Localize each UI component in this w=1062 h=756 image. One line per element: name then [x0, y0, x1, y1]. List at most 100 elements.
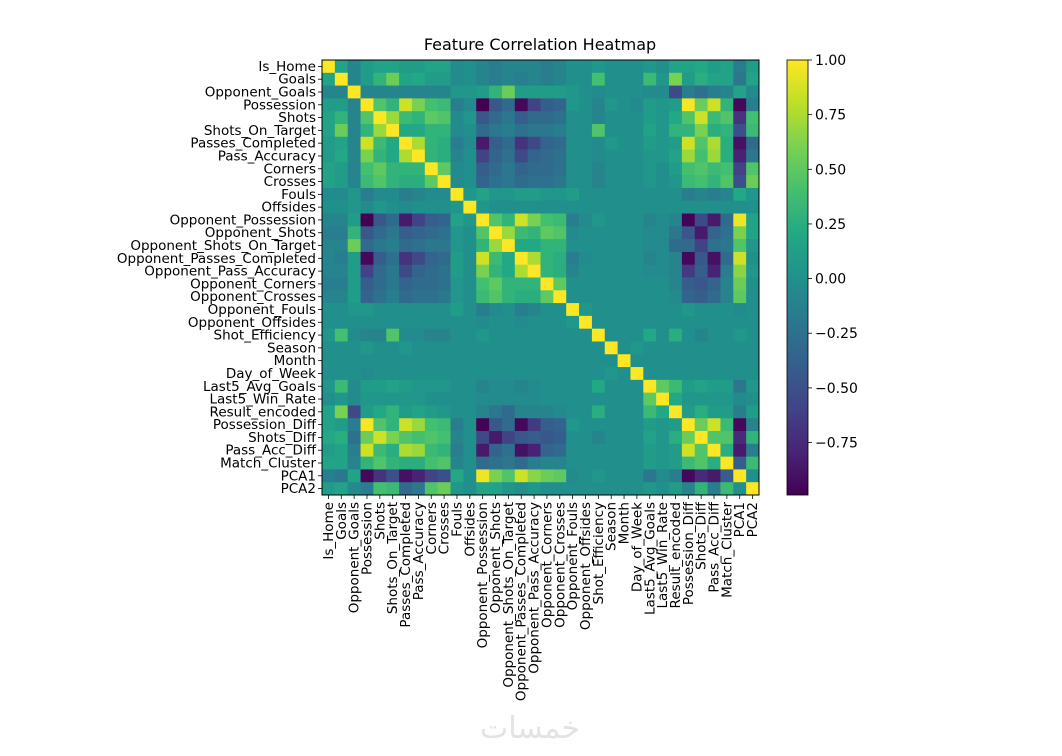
y-tick-label: Opponent_Passes_Completed — [117, 251, 316, 267]
heatmap-cell — [617, 98, 631, 112]
heatmap-cell — [694, 277, 708, 291]
heatmap-cell — [553, 354, 567, 368]
heatmap-cell — [463, 213, 477, 227]
heatmap-cell — [566, 482, 580, 496]
heatmap-cell — [399, 149, 413, 163]
heatmap-cell — [579, 315, 593, 330]
heatmap-cell — [656, 456, 670, 470]
heatmap-cell — [347, 431, 361, 445]
heatmap-cell — [579, 213, 593, 227]
heatmap-cell — [656, 328, 670, 342]
heatmap-cell — [553, 149, 567, 163]
heatmap-cell — [411, 354, 426, 368]
heatmap-cell — [334, 367, 349, 381]
heatmap-cell — [540, 341, 554, 355]
heatmap-cell — [540, 354, 554, 368]
heatmap-cell — [476, 431, 490, 445]
heatmap-cell — [694, 123, 708, 138]
x-tick-label: Possession_Diff — [681, 501, 697, 605]
heatmap-cell — [630, 354, 644, 368]
heatmap-cell — [347, 226, 361, 240]
heatmap-cell — [489, 187, 503, 202]
heatmap-cell — [411, 469, 426, 483]
heatmap-cell — [707, 456, 721, 470]
heatmap-cell — [553, 60, 567, 74]
heatmap-cell — [463, 392, 477, 406]
heatmap-cell — [591, 443, 606, 458]
heatmap-cell — [334, 123, 349, 138]
colorbar-tick-label: 0.50 — [815, 162, 846, 178]
heatmap-cell — [733, 290, 747, 304]
heatmap-cell — [720, 290, 734, 304]
heatmap-cell — [489, 162, 503, 176]
heatmap-cell — [373, 226, 387, 240]
heatmap-cell — [501, 431, 516, 445]
heatmap-cell — [463, 341, 477, 355]
heatmap-cell — [746, 162, 760, 176]
heatmap-cell — [707, 60, 721, 74]
heatmap-cell — [669, 290, 683, 304]
heatmap-cell — [476, 239, 490, 253]
heatmap-cell — [643, 251, 657, 266]
heatmap-cell — [437, 264, 451, 278]
heatmap-cell — [360, 379, 374, 394]
heatmap-cell — [669, 443, 683, 458]
heatmap-cell — [579, 162, 593, 176]
heatmap-cell — [720, 149, 734, 163]
heatmap-cell — [553, 239, 567, 253]
heatmap-cell — [540, 431, 554, 445]
heatmap-cell — [720, 405, 734, 419]
heatmap-cell — [386, 239, 400, 253]
heatmap-cell — [669, 136, 683, 150]
heatmap-cell — [527, 277, 541, 291]
heatmap-cell — [411, 392, 426, 406]
heatmap-cell — [450, 98, 464, 112]
heatmap-cell — [514, 379, 529, 394]
heatmap-cell — [617, 200, 631, 214]
heatmap-cell — [604, 187, 619, 202]
heatmap-cell — [386, 111, 400, 125]
heatmap-cell — [669, 469, 683, 483]
heatmap-cell — [437, 379, 451, 394]
heatmap-cell — [373, 482, 387, 496]
heatmap-cell — [707, 277, 721, 291]
heatmap-cell — [669, 85, 683, 99]
heatmap-cell — [463, 469, 477, 483]
heatmap-cell — [360, 187, 374, 202]
heatmap-cell — [566, 136, 580, 150]
heatmap-cell — [489, 213, 503, 227]
heatmap-cell — [450, 149, 464, 163]
heatmap-cell — [643, 277, 657, 291]
heatmap-cell — [514, 72, 529, 86]
heatmap-cell — [489, 98, 503, 112]
heatmap-cell — [373, 315, 387, 330]
heatmap-cell — [527, 226, 541, 240]
heatmap-cell — [591, 469, 606, 483]
heatmap-cell — [411, 251, 426, 266]
heatmap-cell — [347, 367, 361, 381]
heatmap-cell — [437, 290, 451, 304]
colorbar: 1.00 0.75 0.50 0.25 0.00 −0.25 −0.50 −0.75 — [786, 53, 858, 496]
heatmap-cell — [527, 111, 541, 125]
heatmap-cell — [746, 136, 760, 150]
heatmap-cell — [489, 226, 503, 240]
heatmap-cell — [424, 239, 439, 253]
heatmap-cell — [463, 367, 477, 381]
heatmap-cell — [411, 264, 426, 278]
heatmap-cell — [411, 379, 426, 394]
heatmap-cell — [373, 123, 387, 138]
heatmap-cell — [579, 303, 593, 317]
heatmap-cell — [656, 111, 670, 125]
heatmap-cell — [604, 149, 619, 163]
heatmap-cell — [540, 226, 554, 240]
heatmap-cell — [386, 136, 400, 150]
heatmap-cell — [630, 162, 644, 176]
heatmap-cell — [733, 418, 747, 432]
heatmap-cell — [707, 175, 721, 189]
heatmap-cell — [591, 72, 606, 86]
heatmap-cell — [334, 443, 349, 458]
heatmap-cell — [322, 443, 336, 458]
heatmap-cell — [604, 60, 619, 74]
heatmap-cell — [566, 251, 580, 266]
heatmap-cell — [669, 418, 683, 432]
